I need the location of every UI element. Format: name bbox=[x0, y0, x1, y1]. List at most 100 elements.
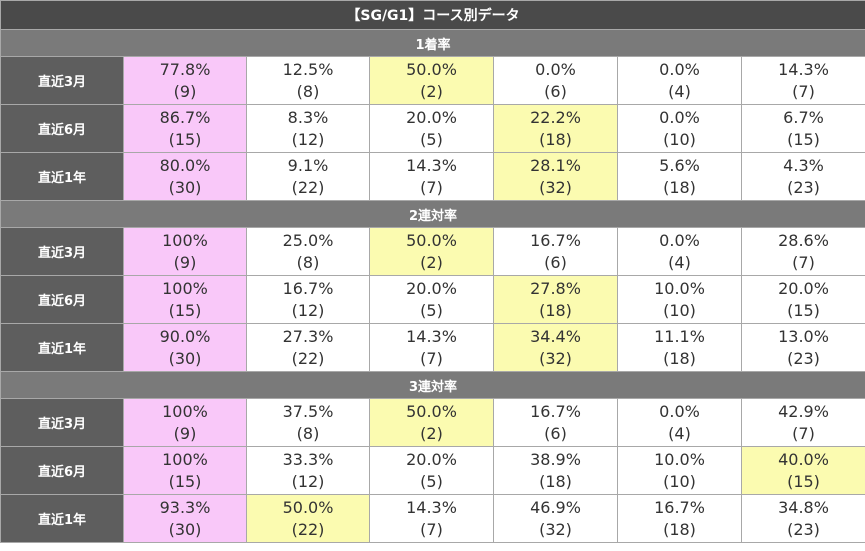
course-2-cell: 50.0% (22) bbox=[246, 494, 370, 543]
table-row: 直近1年 93.3% (30) 50.0% (22) 14.3% (7) 46.9% (32) 1… bbox=[0, 494, 865, 543]
race-count: (15) bbox=[787, 471, 820, 491]
course-4-cell: 28.1% (32) bbox=[493, 152, 618, 201]
course-4-cell: 27.8% (18) bbox=[493, 275, 618, 324]
race-count: (4) bbox=[668, 423, 691, 443]
row-label: 直近3月 bbox=[0, 398, 124, 447]
table-title: 【SG/G1】コース別データ bbox=[0, 0, 865, 30]
rate-value: 4.3% bbox=[783, 155, 824, 175]
race-count: (22) bbox=[291, 177, 325, 197]
race-count: (4) bbox=[668, 252, 691, 272]
rate-value: 12.5% bbox=[282, 59, 334, 79]
course-6-cell: 4.3% (23) bbox=[741, 152, 865, 201]
course-2-cell: 27.3% (22) bbox=[246, 323, 370, 372]
course-4-cell: 16.7% (6) bbox=[493, 398, 618, 447]
course-3-cell: 14.3% (7) bbox=[369, 494, 494, 543]
race-count: (18) bbox=[663, 519, 696, 539]
race-count: (23) bbox=[787, 519, 820, 539]
race-count: (2) bbox=[420, 81, 443, 101]
rate-value: 28.6% bbox=[778, 230, 829, 250]
race-count: (22) bbox=[291, 348, 325, 368]
course-1-cell: 90.0% (30) bbox=[123, 323, 247, 372]
rate-value: 33.3% bbox=[282, 449, 334, 469]
rate-value: 20.0% bbox=[406, 449, 457, 469]
table-row: 直近6月 86.7% (15) 8.3% (12) 20.0% (5) 22.2% (18) 0.… bbox=[0, 104, 865, 153]
race-count: (30) bbox=[168, 177, 202, 197]
row-label: 直近6月 bbox=[0, 446, 124, 495]
course-4-cell: 0.0% (6) bbox=[493, 56, 618, 105]
rate-value: 27.8% bbox=[530, 278, 581, 298]
course-3-cell: 50.0% (2) bbox=[369, 56, 494, 105]
race-count: (18) bbox=[539, 129, 572, 149]
course-5-cell: 10.0% (10) bbox=[617, 446, 742, 495]
course-2-cell: 8.3% (12) bbox=[246, 104, 370, 153]
rate-value: 40.0% bbox=[778, 449, 829, 469]
race-count: (32) bbox=[539, 348, 572, 368]
course-5-cell: 16.7% (18) bbox=[617, 494, 742, 543]
race-count: (6) bbox=[544, 252, 567, 272]
rate-value: 9.1% bbox=[287, 155, 329, 175]
row-label: 直近1年 bbox=[0, 494, 124, 543]
race-count: (4) bbox=[668, 81, 691, 101]
rate-value: 93.3% bbox=[159, 497, 211, 517]
course-6-cell: 6.7% (15) bbox=[741, 104, 865, 153]
course-2-cell: 16.7% (12) bbox=[246, 275, 370, 324]
race-count: (2) bbox=[420, 252, 443, 272]
course-3-cell: 14.3% (7) bbox=[369, 152, 494, 201]
race-count: (6) bbox=[544, 81, 567, 101]
section-header: 1着率 bbox=[0, 29, 865, 57]
race-count: (12) bbox=[291, 129, 325, 149]
row-label: 直近6月 bbox=[0, 275, 124, 324]
course-4-cell: 34.4% (32) bbox=[493, 323, 618, 372]
rate-value: 90.0% bbox=[159, 326, 211, 346]
race-count: (7) bbox=[420, 348, 443, 368]
rate-value: 16.7% bbox=[654, 497, 705, 517]
section-header: 2連対率 bbox=[0, 200, 865, 228]
rate-value: 0.0% bbox=[659, 401, 700, 421]
rate-value: 38.9% bbox=[530, 449, 581, 469]
rate-value: 50.0% bbox=[282, 497, 334, 517]
rate-value: 34.8% bbox=[778, 497, 829, 517]
table-row: 直近1年 90.0% (30) 27.3% (22) 14.3% (7) 34.4% (32) 1… bbox=[0, 323, 865, 372]
course-3-cell: 50.0% (2) bbox=[369, 398, 494, 447]
rate-value: 27.3% bbox=[282, 326, 334, 346]
rate-value: 5.6% bbox=[659, 155, 700, 175]
course-4-cell: 16.7% (6) bbox=[493, 227, 618, 276]
rate-value: 16.7% bbox=[530, 401, 581, 421]
race-count: (32) bbox=[539, 177, 572, 197]
race-count: (12) bbox=[291, 471, 325, 491]
race-count: (2) bbox=[420, 423, 443, 443]
course-1-cell: 86.7% (15) bbox=[123, 104, 247, 153]
race-count: (23) bbox=[787, 348, 820, 368]
race-count: (8) bbox=[296, 423, 320, 443]
table-row: 直近6月 100% (15) 16.7% (12) 20.0% (5) 27.8% (18) 10… bbox=[0, 275, 865, 324]
rate-value: 14.3% bbox=[406, 326, 457, 346]
race-count: (5) bbox=[420, 300, 443, 320]
row-label: 直近6月 bbox=[0, 104, 124, 153]
rate-value: 16.7% bbox=[530, 230, 581, 250]
course-1-cell: 100% (15) bbox=[123, 446, 247, 495]
race-count: (18) bbox=[539, 471, 572, 491]
course-6-cell: 42.9% (7) bbox=[741, 398, 865, 447]
table-row: 直近6月 100% (15) 33.3% (12) 20.0% (5) 38.9% (18) 10… bbox=[0, 446, 865, 495]
rate-value: 28.1% bbox=[530, 155, 581, 175]
course-5-cell: 0.0% (10) bbox=[617, 104, 742, 153]
course-4-cell: 38.9% (18) bbox=[493, 446, 618, 495]
race-count: (10) bbox=[663, 300, 696, 320]
rate-value: 100% bbox=[162, 401, 208, 421]
row-label: 直近3月 bbox=[0, 227, 124, 276]
course-3-cell: 20.0% (5) bbox=[369, 275, 494, 324]
race-count: (9) bbox=[173, 81, 197, 101]
race-count: (15) bbox=[787, 300, 820, 320]
race-count: (32) bbox=[539, 519, 572, 539]
race-count: (6) bbox=[544, 423, 567, 443]
rate-value: 8.3% bbox=[287, 107, 329, 127]
race-count: (15) bbox=[787, 129, 820, 149]
course-6-cell: 40.0% (15) bbox=[741, 446, 865, 495]
rate-value: 25.0% bbox=[282, 230, 334, 250]
rate-value: 11.1% bbox=[654, 326, 705, 346]
course-1-cell: 100% (15) bbox=[123, 275, 247, 324]
rate-value: 10.0% bbox=[654, 278, 705, 298]
course-3-cell: 50.0% (2) bbox=[369, 227, 494, 276]
table-row: 直近3月 100% (9) 37.5% (8) 50.0% (2) 16.7% (6) 0.0%(… bbox=[0, 398, 865, 447]
